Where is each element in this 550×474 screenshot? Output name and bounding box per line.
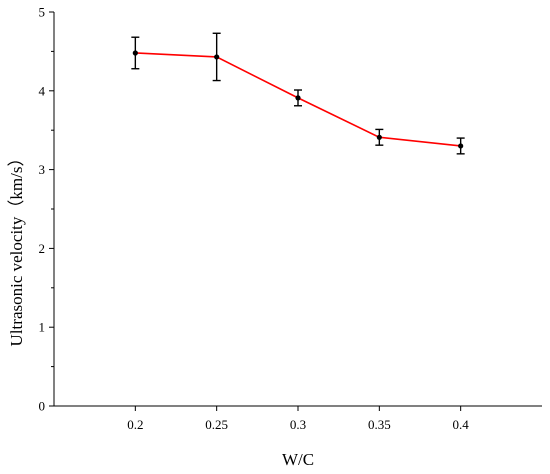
x-tick-label: 0.3: [290, 417, 306, 432]
y-tick-label: 4: [39, 83, 46, 98]
y-tick-label: 2: [39, 241, 46, 256]
data-point: [295, 95, 301, 101]
y-tick-label: 3: [39, 162, 46, 177]
x-tick-label: 0.2: [127, 417, 143, 432]
x-tick-label: 0.4: [453, 417, 470, 432]
error-bars: [131, 32, 465, 155]
data-point: [376, 134, 382, 140]
x-tick-label: 0.35: [368, 417, 391, 432]
y-tick-label: 0: [39, 399, 46, 414]
points: [132, 50, 464, 149]
y-axis-title: Ultrasonic velocity（km/s）: [7, 150, 26, 347]
y-tick-label: 1: [39, 320, 46, 335]
data-point: [132, 50, 138, 56]
axes: [53, 12, 542, 407]
x-axis-title: W/C: [282, 450, 314, 469]
data-point: [214, 54, 220, 60]
ticks: 0.2 0.25 0.3 0.35 0.4 0 1 2 3 4 5: [39, 5, 470, 433]
data-point: [458, 143, 464, 149]
y-tick-label: 5: [39, 5, 46, 20]
x-tick-label: 0.25: [205, 417, 228, 432]
